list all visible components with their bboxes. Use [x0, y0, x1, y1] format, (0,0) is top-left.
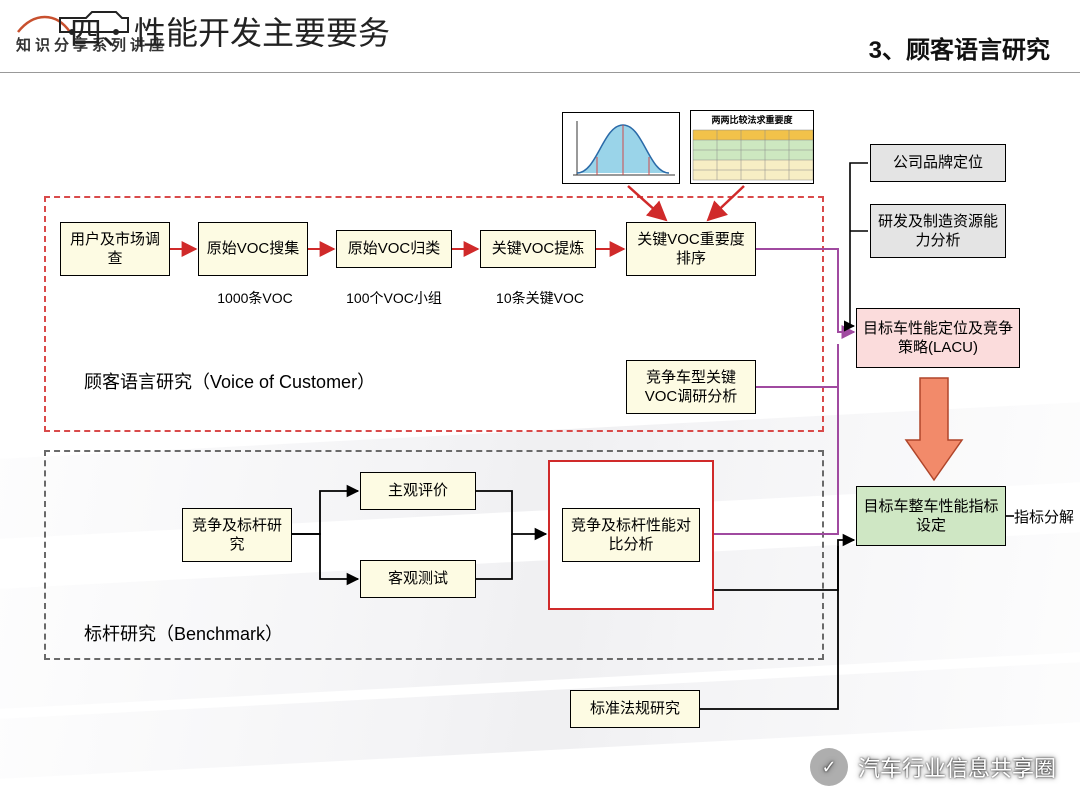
node-objective-test: 客观测试: [360, 560, 476, 598]
node-lacu: 目标车性能定位及竞争策略(LACU): [856, 308, 1020, 368]
node-brand-pos: 公司品牌定位: [870, 144, 1006, 182]
watermark-text: 汽车行业信息共享圈: [858, 751, 1056, 783]
section-benchmark-label: 标杆研究（Benchmark）: [84, 620, 283, 646]
section-voc-label: 顾客语言研究（Voice of Customer）: [84, 368, 375, 394]
node-compet-compare: 竞争及标杆性能对比分析: [562, 508, 700, 562]
mini-chart-bell: [562, 112, 680, 184]
node-raw-voc-classify: 原始VOC归类: [336, 230, 452, 268]
node-subjective-eval: 主观评价: [360, 472, 476, 510]
sublabel-1000: 1000条VOC: [200, 288, 310, 308]
sublabel-10: 10条关键VOC: [478, 288, 602, 308]
page-title: 四、性能开发主要要务: [70, 8, 390, 54]
node-key-voc-refine: 关键VOC提炼: [480, 230, 596, 268]
watermark-icon: ✓: [810, 748, 848, 786]
node-raw-voc-collect: 原始VOC搜集: [198, 222, 308, 276]
sublabel-100: 100个VOC小组: [332, 288, 456, 308]
node-compet-voc-analysis: 竞争车型关键VOC调研分析: [626, 360, 756, 414]
node-user-survey: 用户及市场调查: [60, 222, 170, 276]
watermark: ✓ 汽车行业信息共享圈: [810, 748, 1056, 786]
node-key-voc-rank: 关键VOC重要度排序: [626, 222, 756, 276]
node-standard-regs: 标准法规研究: [570, 690, 700, 728]
node-spec-breakdown: 指标分解: [1012, 506, 1076, 527]
node-rd-capability: 研发及制造资源能力分析: [870, 204, 1006, 258]
node-compet-study: 竞争及标杆研究: [182, 508, 292, 562]
page-subtitle: 3、顾客语言研究: [869, 30, 1050, 65]
node-target-spec: 目标车整车性能指标设定: [856, 486, 1006, 546]
mini-chart-table: 两两比较法求重要度: [690, 110, 814, 184]
